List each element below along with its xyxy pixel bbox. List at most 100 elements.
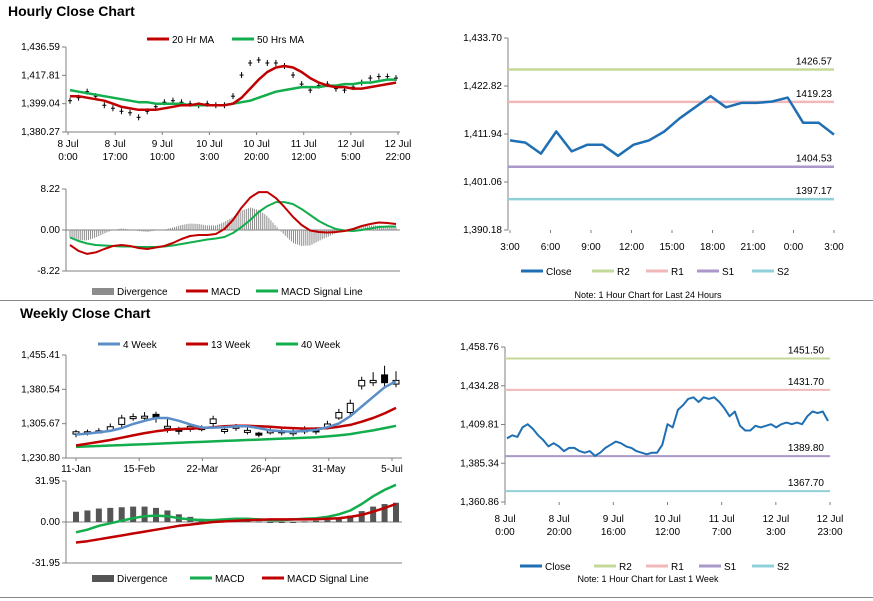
weekly_levels-xtick-label-line2: 0:00 <box>495 527 515 538</box>
hourly_price-xtick-label-line2: 0:00 <box>58 152 78 163</box>
hourly-note: Note: 1 Hour Chart for Last 24 Hours <box>574 290 722 300</box>
weekly_levels-xtick-label-line1: 8 Jul <box>549 514 570 525</box>
hourly_price-xtick-label-line2: 5:00 <box>341 152 361 163</box>
weekly-divergence-bar <box>73 511 79 522</box>
legend-weekly-s1-label: S1 <box>724 562 737 573</box>
weekly-divergence-bar <box>381 504 388 522</box>
weekly-candle <box>255 432 263 436</box>
weekly-candle <box>221 428 229 432</box>
hourly-level-r1-label: 1419.23 <box>796 89 833 100</box>
weekly-40week-line <box>75 424 397 449</box>
hourly_price-ytick-label: 1,399.04 <box>21 99 60 110</box>
hourly_price-xtick-label: 8 Jul 0:00 <box>57 139 78 163</box>
hourly-20hr-ma-line <box>70 64 397 112</box>
weekly_price-xtick-label: 15-Feb <box>123 464 155 475</box>
legend-hourly-divergence-swatch <box>92 288 114 295</box>
hourly_levels-ytick-label: 1,411.94 <box>464 129 503 140</box>
legend-weekly-macd-label: MACD <box>215 574 244 585</box>
hourly_price-xtick-label-line1: 8 Jul <box>105 139 126 150</box>
weekly_levels-xtick-label-line2: 7:00 <box>712 527 732 538</box>
hourly_price-xtick-label: 12 Jul 5:00 <box>338 139 365 163</box>
weekly-macd-signal-line <box>75 502 397 544</box>
hourly_price-xtick-label-line1: 8 Jul <box>57 139 78 150</box>
weekly-candle <box>335 412 343 419</box>
weekly-level-s2-label: 1367.70 <box>788 478 825 489</box>
hourly_price-xtick-label-line2: 22:00 <box>385 152 410 163</box>
weekly-level-r2-label: 1451.50 <box>788 345 825 356</box>
weekly-divergence-bar <box>95 508 102 522</box>
weekly-candle <box>381 374 389 384</box>
hourly_levels-ytick-label: 1,433.70 <box>463 33 502 44</box>
hourly_price-xtick-label-line2: 10:00 <box>150 152 175 163</box>
legend-50hrs-ma-label: 50 Hrs MA <box>257 35 305 46</box>
weekly-divergence-bar <box>313 520 319 522</box>
weekly-candle <box>209 418 217 425</box>
weekly_levels-xtick-label-line1: 12 Jul <box>817 514 844 525</box>
weekly_levels-xtick-label: 9 Jul 16:00 <box>601 514 626 538</box>
weekly-candle <box>358 379 366 387</box>
legend-hourly-s1-label: S1 <box>722 267 735 278</box>
legend-weekly-divergence-label: Divergence <box>117 574 168 585</box>
weekly_levels-xtick-label: 8 Jul 20:00 <box>547 514 572 538</box>
weekly_levels-ytick-label: 1,360.86 <box>460 497 499 508</box>
legend-hourly-macd-label: MACD <box>211 287 240 298</box>
weekly_levels-ytick-label: 1,409.81 <box>460 420 499 431</box>
weekly-candle <box>118 417 126 425</box>
weekly-level-r1-label: 1431.70 <box>788 377 825 388</box>
weekly_price-ytick-label: 1,230.80 <box>21 453 60 464</box>
hourly_levels-xtick-label: 9:00 <box>581 242 601 253</box>
weekly_levels-xtick-label-line2: 20:00 <box>547 527 572 538</box>
weekly_levels-xtick-label-line2: 12:00 <box>655 527 680 538</box>
weekly-close-line <box>506 396 829 457</box>
weekly_price-xtick-label: 26-Apr <box>251 464 282 475</box>
weekly-divergence-bar <box>393 502 399 522</box>
weekly_price-xtick-label: 11-Jan <box>61 464 91 475</box>
section-divider <box>0 300 873 301</box>
hourly_price-xtick-label: 12 Jul 22:00 <box>385 139 412 163</box>
weekly_levels-xtick-label: 8 Jul 0:00 <box>494 514 515 538</box>
weekly-divergence-bar <box>324 520 331 522</box>
weekly_price-xtick-label: 22-Mar <box>187 464 219 475</box>
weekly_levels-xtick-label: 12 Jul 3:00 <box>762 514 789 538</box>
weekly-4week-line <box>75 380 397 436</box>
hourly_price-xtick-label-line2: 3:00 <box>200 152 220 163</box>
weekly-candle <box>141 415 149 419</box>
hourly_price-xtick-label-line2: 17:00 <box>103 152 128 163</box>
weekly-candle <box>346 402 354 414</box>
legend-13-week-label: 13 Week <box>211 340 251 351</box>
legend-20hr-ma-label: 20 Hr MA <box>172 35 215 46</box>
weekly_levels-xtick-label-line2: 16:00 <box>601 527 626 538</box>
legend-40-week-label: 40 Week <box>301 340 341 351</box>
legend-weekly-close-label: Close <box>545 562 571 573</box>
weekly-divergence-bar <box>84 510 91 522</box>
weekly_levels-xtick-label: 11 Jul 7:00 <box>709 514 735 538</box>
weekly-candle <box>129 416 137 420</box>
hourly_price-xtick-label: 9 Jul 10:00 <box>150 139 175 163</box>
hourly_price-xtick-label-line1: 9 Jul <box>152 139 173 150</box>
weekly_price-ytick-label: 1,305.67 <box>21 419 60 430</box>
weekly_levels-xtick-label-line1: 11 Jul <box>709 514 735 525</box>
weekly_levels-xtick-label-line2: 23:00 <box>817 527 842 538</box>
weekly-candle <box>243 429 251 433</box>
weekly-candle <box>369 379 377 384</box>
hourly-level-r2-label: 1426.57 <box>796 56 833 67</box>
legend-hourly-macd-signal-label: MACD Signal Line <box>281 287 363 298</box>
legend-weekly-r1-label: R1 <box>671 562 684 573</box>
weekly-divergence-bar <box>335 518 342 522</box>
legend-weekly-s2-label: S2 <box>777 562 790 573</box>
weekly-divergence-bar <box>267 522 274 523</box>
hourly_levels-xtick-label: 15:00 <box>659 242 684 253</box>
hourly_price-ytick-label: 1,417.81 <box>21 70 60 81</box>
weekly_price-ytick-label: 1,380.54 <box>21 384 60 395</box>
weekly-divergence-bar <box>107 507 114 522</box>
hourly_price-xtick-label: 10 Jul 20:00 <box>243 139 270 163</box>
weekly_levels-ytick-label: 1,434.28 <box>460 381 499 392</box>
weekly-divergence-bar <box>301 521 308 523</box>
weekly_levels-xtick-label: 10 Jul 12:00 <box>654 514 681 538</box>
weekly_levels-xtick-label-line2: 3:00 <box>766 527 786 538</box>
legend-weekly-divergence-swatch <box>92 575 114 582</box>
hourly-level-s1-label: 1404.53 <box>796 154 833 165</box>
weekly_levels-ytick-label: 1,458.76 <box>460 342 499 353</box>
weekly_price-xtick-label: 5-Jul <box>381 464 403 475</box>
weekly-divergence-bar <box>244 520 251 522</box>
